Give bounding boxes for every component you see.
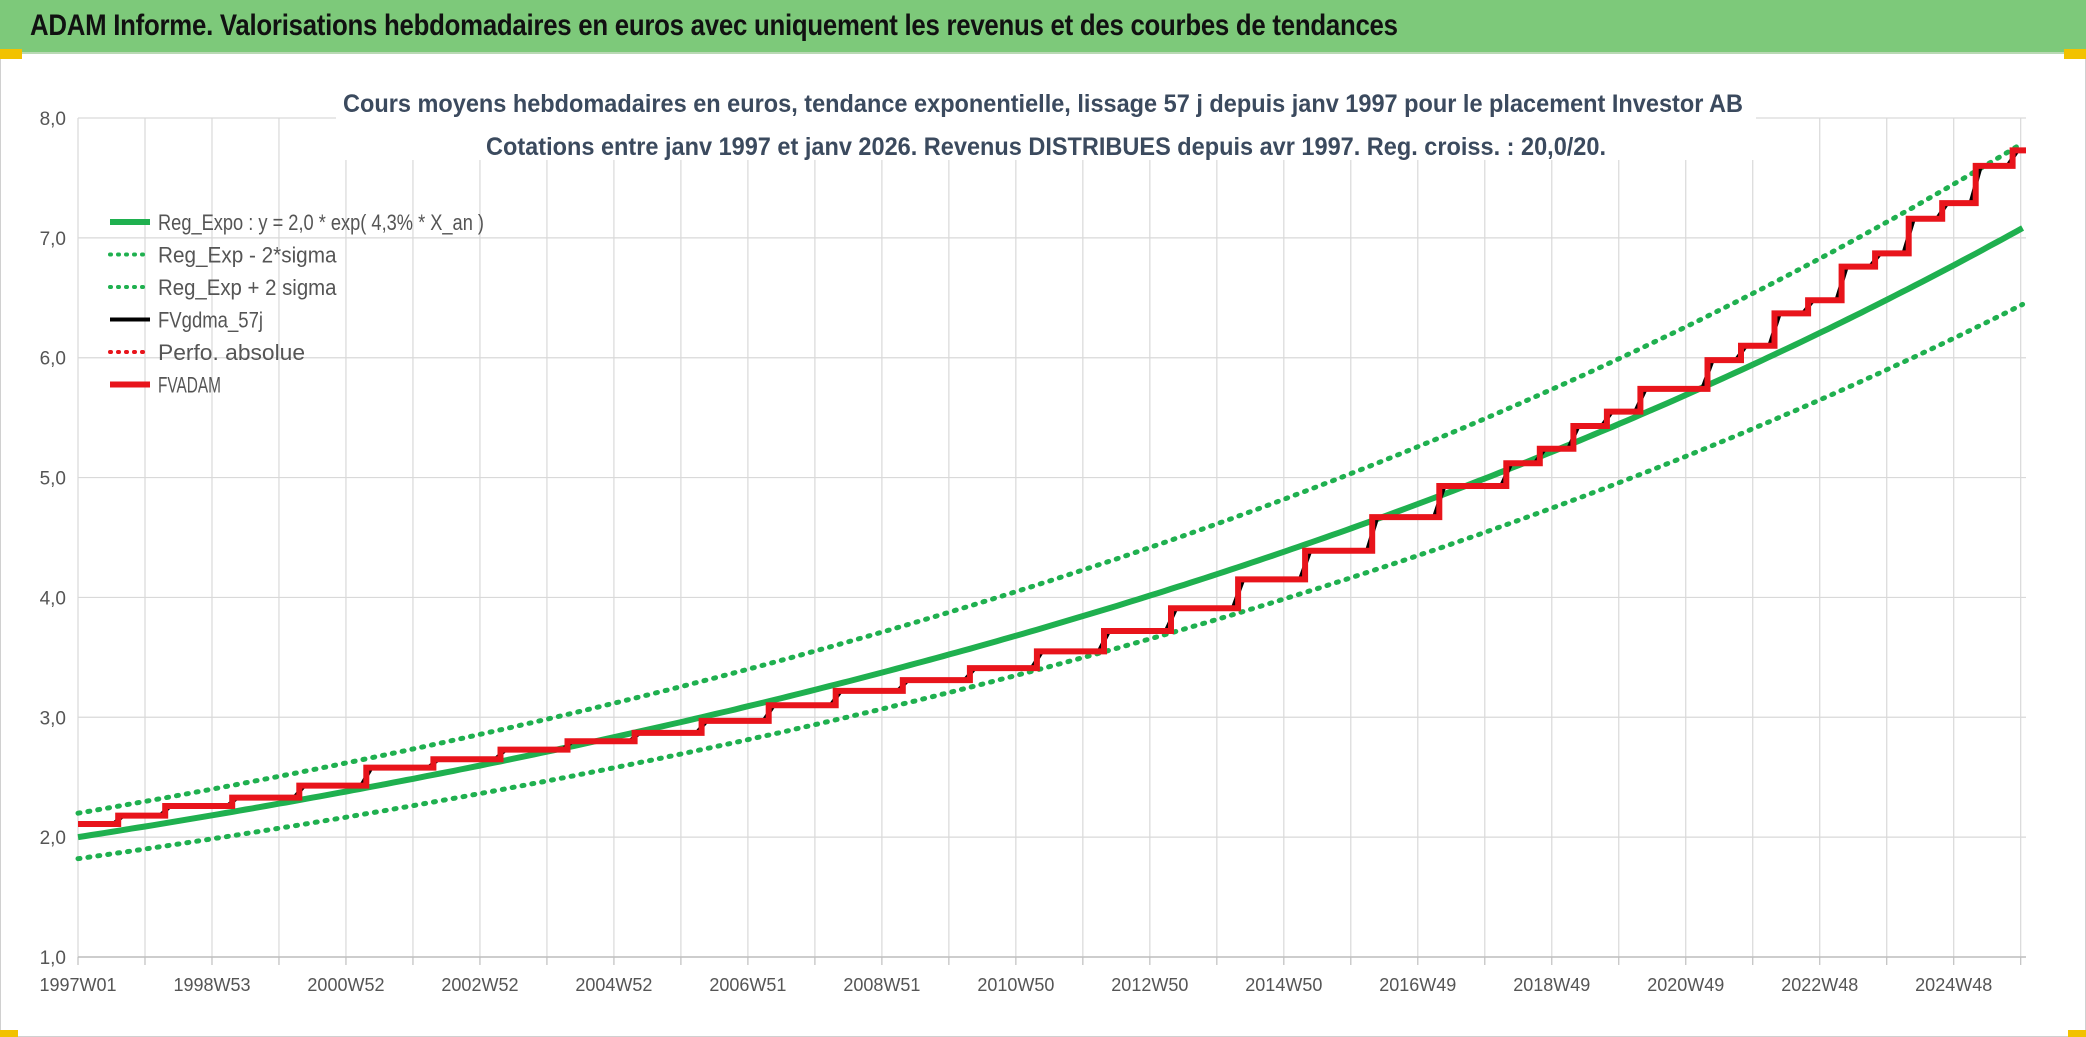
footer-accent-right [2068,1030,2086,1037]
series-fvgdma-57j [78,148,2026,826]
chart-area: 1,0 2,0 3,0 4,0 5,0 6,0 7,0 8,0 1997W01 1998W53 20… [6,60,2080,1030]
footer-accent-left [0,1030,18,1037]
y-tick-label: 3,0 [40,708,66,729]
chart-title: Cours moyens hebdomadaires en euros, ten… [343,90,1743,118]
y-tick-label: 2,0 [40,828,66,849]
legend-label: FVADAM [158,373,221,398]
legend-label: Perfo. absolue [158,340,305,365]
x-tick-label: 2008W51 [843,975,920,995]
legend-label: FVgdma_57j [158,308,263,333]
line-chart: 1,0 2,0 3,0 4,0 5,0 6,0 7,0 8,0 1997W01 1998W53 20… [39,86,2026,995]
y-tick-label: 7,0 [40,229,66,250]
x-tick-label: 2000W52 [307,975,384,995]
x-tick-label: 2016W49 [1379,975,1456,995]
x-tick-label: 1997W01 [39,975,116,995]
series-reg-exp-minus-2sigma [75,301,2026,862]
legend-label: Reg_Exp + 2 sigma [158,275,337,300]
x-tick-label: 2010W50 [977,975,1054,995]
x-tick-label: 2014W50 [1245,975,1322,995]
series-reg-exp-plus-2sigma [75,140,2026,816]
series-reg-expo [77,225,2025,841]
page-title: ADAM Informe. Valorisations hebdomadaire… [30,9,1398,42]
y-tick-label: 5,0 [40,469,66,490]
legend-label: Reg_Exp - 2*sigma [158,243,337,268]
x-tick-label: 2022W48 [1781,975,1858,995]
x-tick-label: 2012W50 [1111,975,1188,995]
header-accent-right [2064,49,2086,59]
x-tick-label: 2004W52 [575,975,652,995]
y-tick-label: 6,0 [40,349,66,370]
x-tick-label: 2006W51 [709,975,786,995]
series-fvadam [78,147,2026,827]
x-tick-label: 2024W48 [1915,975,1992,995]
x-tick-label: 1998W53 [173,975,250,995]
x-tick-label: 2018W49 [1513,975,1590,995]
y-tick-label: 1,0 [40,948,66,969]
chart-subtitle: Cotations entre janv 1997 et janv 2026. … [486,133,1606,161]
y-tick-label: 4,0 [40,588,66,609]
header-bar: ADAM Informe. Valorisations hebdomadaire… [0,0,2086,54]
header-accent-left [0,49,22,59]
legend-label: Reg_Expo : y = 2,0 * exp( 4,3% * X_an ) [158,210,484,235]
x-tick-label: 2002W52 [441,975,518,995]
y-tick-label: 8,0 [40,109,66,130]
title-background [336,86,1756,160]
x-tick-label: 2020W49 [1647,975,1724,995]
